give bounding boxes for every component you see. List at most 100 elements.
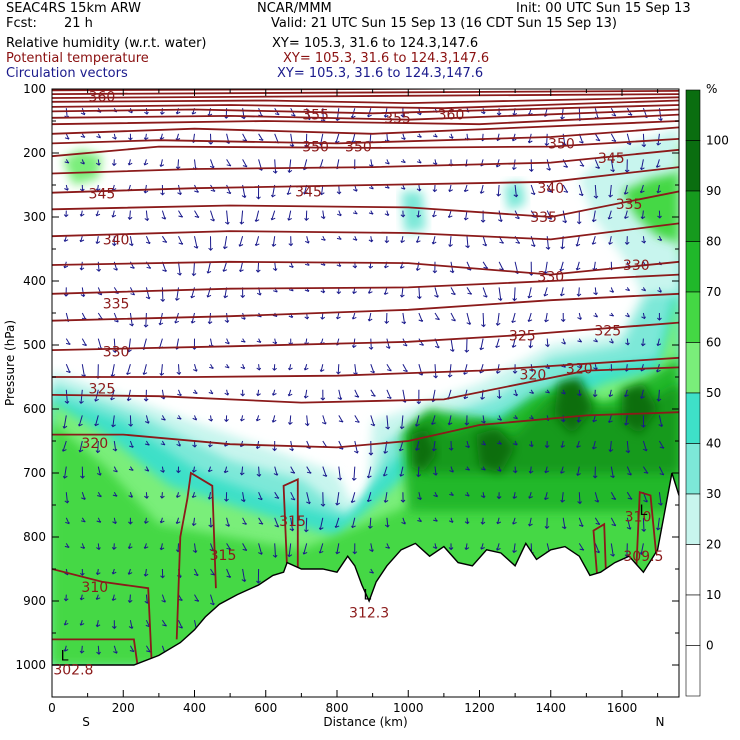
circulation-vector [370, 159, 373, 167]
circulation-vector [560, 287, 564, 296]
circulation-vector [369, 133, 372, 144]
circulation-vector [354, 389, 359, 398]
circulation-vector [482, 312, 485, 327]
circulation-vector [80, 236, 83, 242]
vector-arrowhead [272, 268, 278, 272]
vector-arrowhead [513, 443, 518, 446]
circulation-vector [624, 184, 628, 195]
vector-arrowhead [240, 366, 246, 370]
vector-arrowhead [371, 394, 376, 397]
circulation-vector [545, 466, 548, 473]
vector-arrowhead [386, 369, 392, 372]
vector-arrowhead [303, 395, 309, 399]
vector-arrowhead [177, 272, 182, 276]
vector-arrowhead [353, 189, 358, 192]
vector-arrowhead [511, 320, 516, 324]
vector-arrowhead [432, 162, 438, 166]
circulation-vector [433, 440, 436, 451]
circulation-vector [594, 133, 600, 141]
circulation-vector [111, 364, 115, 377]
circulation-vector [498, 261, 504, 271]
vector-arrowhead [274, 496, 280, 499]
circulation-vector [145, 645, 151, 653]
vector-arrowhead [80, 112, 86, 116]
vector-arrowhead [384, 265, 389, 269]
circulation-vector [306, 492, 310, 504]
circulation-vector [288, 210, 292, 221]
circulation-vector [239, 261, 244, 272]
vector-arrowhead [352, 238, 358, 241]
vector-arrowhead [208, 247, 213, 251]
vector-arrowhead [160, 495, 165, 499]
theta-contour [52, 138, 679, 158]
vector-arrowhead [274, 525, 280, 528]
vector-arrowhead [579, 141, 584, 144]
vector-arrowhead [66, 370, 71, 374]
vector-arrowhead [656, 190, 662, 194]
vector-arrowhead [128, 495, 134, 498]
vector-arrowhead [350, 500, 356, 504]
circulation-vector [386, 338, 390, 349]
circulation-vector [368, 312, 372, 321]
circulation-vector [415, 415, 420, 427]
circulation-vector [176, 517, 179, 524]
circulation-vector [62, 440, 67, 452]
vector-arrowhead [240, 295, 246, 299]
vector-arrowhead [401, 137, 406, 140]
vector-arrowhead [129, 323, 134, 327]
vector-arrowhead [546, 168, 552, 171]
vector-arrowhead [79, 239, 85, 243]
vector-arrowhead [658, 424, 664, 428]
vector-arrowhead [591, 242, 597, 245]
vector-arrowhead [322, 474, 328, 477]
vector-arrowhead [465, 445, 470, 449]
vector-arrowhead [226, 547, 231, 550]
circulation-vector [576, 261, 580, 270]
vector-arrowhead [641, 240, 647, 244]
y-tick-label: 800 [23, 530, 46, 544]
vector-arrowhead [496, 496, 502, 500]
circulation-vector [226, 389, 229, 396]
circulation-vector [578, 389, 581, 396]
vector-arrowhead [659, 446, 665, 449]
circulation-vector [161, 287, 164, 302]
vector-arrowhead [560, 499, 565, 503]
vector-arrowhead [465, 468, 470, 471]
vector-arrowhead [222, 269, 228, 272]
vector-arrowhead [416, 161, 422, 164]
terrain-fill [52, 473, 679, 697]
vector-arrowhead [466, 322, 472, 325]
vector-arrowhead [464, 422, 470, 426]
circulation-vector [593, 415, 596, 422]
theta-contour [52, 90, 679, 95]
circulation-vector [319, 159, 324, 169]
circulation-vector [546, 133, 548, 146]
vector-arrowhead [80, 546, 86, 550]
circulation-vector [642, 338, 644, 346]
vector-arrowhead [63, 265, 69, 269]
vector-arrowhead [609, 314, 614, 317]
circulation-vector [290, 133, 294, 147]
circulation-vector [304, 389, 308, 398]
vector-arrowhead [110, 397, 115, 401]
circulation-vector [434, 312, 440, 320]
vector-arrowhead [561, 526, 567, 530]
circulation-vector [594, 543, 600, 553]
vector-arrowhead [496, 547, 501, 551]
vector-arrowhead [304, 263, 310, 266]
vector-arrowhead [239, 269, 244, 273]
vector-arrowhead [417, 520, 422, 523]
vector-arrowhead [576, 445, 581, 448]
circulation-vector [178, 210, 183, 218]
circulation-vector [594, 364, 597, 370]
vector-arrowhead [194, 215, 200, 219]
circulation-vector [497, 312, 500, 326]
y-tick-label: 500 [23, 338, 46, 352]
vector-arrowhead [206, 294, 212, 298]
theta-contour [52, 321, 679, 351]
vector-arrowhead [256, 393, 261, 397]
circulation-vector [176, 133, 179, 141]
circulation-vector [129, 236, 133, 246]
circulation-vector [384, 287, 388, 295]
org-label: NCAR/MMM [257, 1, 332, 16]
